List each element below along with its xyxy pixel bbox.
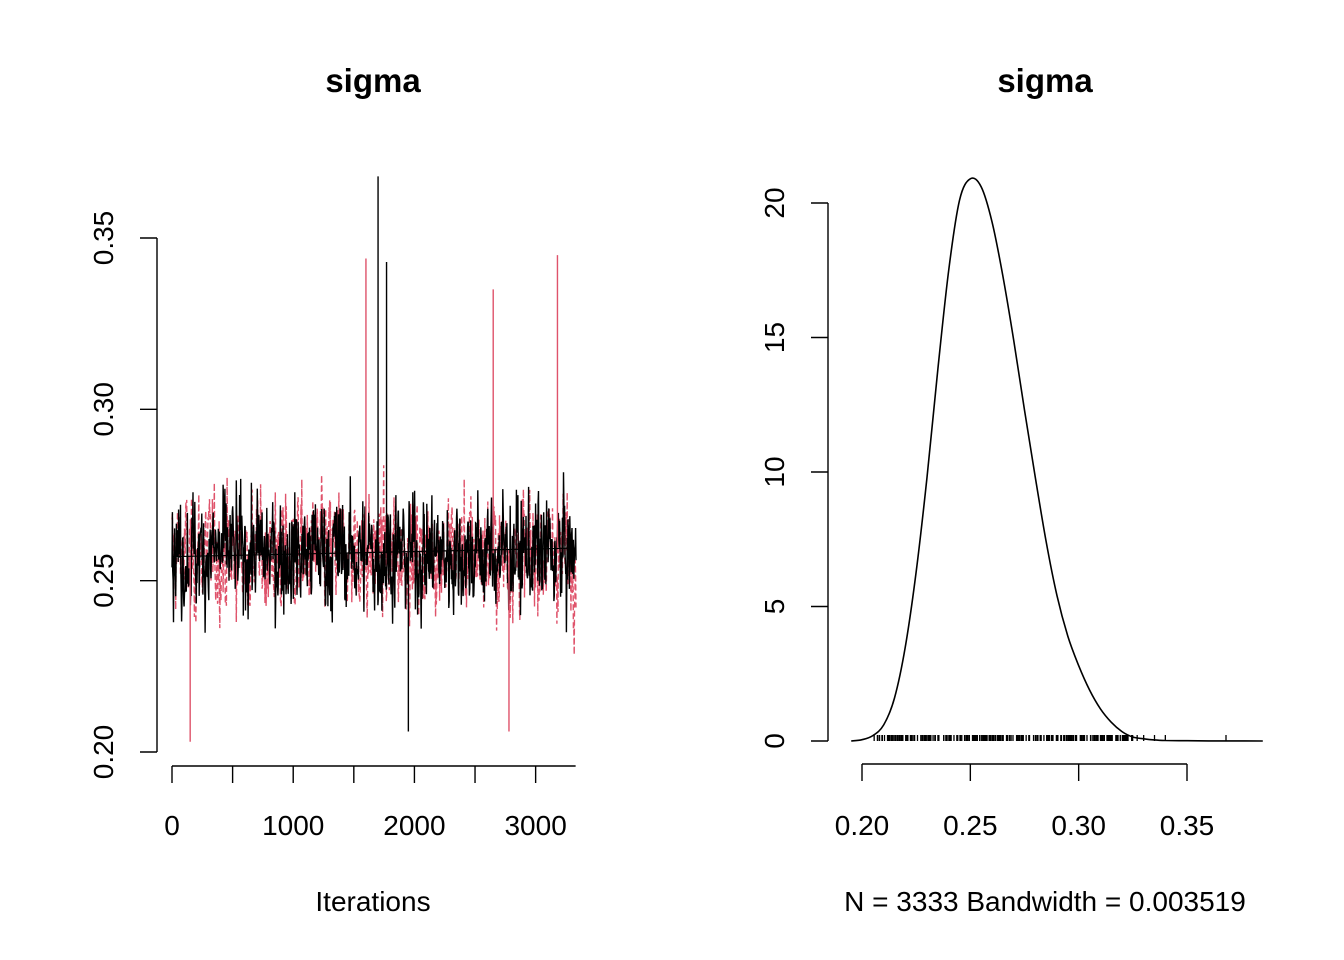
density-rug [873,735,1227,741]
trace-y-tick-label: 0.20 [88,725,119,780]
trace-y-tick-label: 0.35 [88,211,119,266]
density-x-tick-label: 0.25 [943,810,998,841]
density-x-axis-label: N = 3333 Bandwidth = 0.003519 [844,886,1246,917]
trace-x-tick-label: 1000 [262,810,324,841]
density-axes: 0 5 10 15 20 0.20 0.25 0.30 0.35 [759,187,1214,841]
trace-title: sigma [325,62,421,99]
density-y-tick-label: 10 [759,456,790,487]
density-panel: sigma 0 5 10 15 20 0.20 0.25 0.30 0.35 N = 3333 … [759,62,1263,917]
trace-x-axis-label: Iterations [315,886,430,917]
trace-x-tick-label: 3000 [504,810,566,841]
trace-x-tick-label: 2000 [383,810,445,841]
density-y-tick-label: 0 [759,733,790,749]
density-x-tick-label: 0.30 [1051,810,1106,841]
trace-y-tick-label: 0.25 [88,553,119,608]
density-y-tick-label: 15 [759,322,790,353]
trace-running-mean [171,547,577,558]
trace-y-tick-label: 0.30 [88,382,119,437]
density-plot-area [851,177,1263,742]
density-y-tick-label: 5 [759,599,790,615]
density-title: sigma [997,62,1093,99]
trace-axes: 0.20 0.25 0.30 0.35 0 1000 2000 3000 [88,211,576,841]
density-y-tick-label: 20 [759,187,790,218]
trace-panel: sigma 0.20 0.25 0.30 0.35 0 1000 2000 3000 Iter… [88,62,577,917]
density-curve [851,177,1263,742]
density-x-tick-label: 0.35 [1160,810,1215,841]
trace-plot-area [171,176,577,742]
density-x-tick-label: 0.20 [835,810,890,841]
trace-x-tick-label: 0 [164,810,180,841]
